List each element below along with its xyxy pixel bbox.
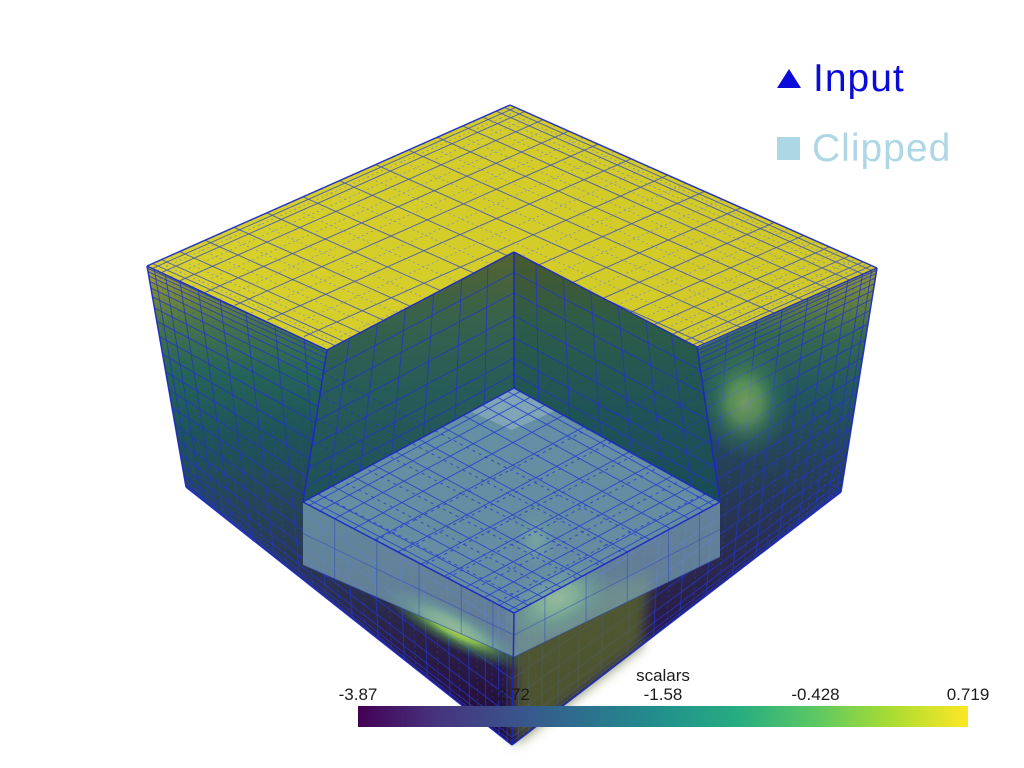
- legend-item-clipped: Clipped: [777, 124, 951, 172]
- notch-right-wall: [513, 252, 720, 502]
- legend: Input Clipped: [777, 54, 951, 194]
- scalar-bar-tick: -1.58: [643, 685, 683, 704]
- scalar-bar-tick: -0.428: [791, 685, 840, 704]
- legend-item-input: Input: [777, 54, 951, 102]
- scalar-bar-ticks: -3.87 -2.72 -1.58 -0.428 0.719: [339, 685, 990, 704]
- scalar-bar-gradient: [358, 706, 968, 727]
- square-marker-icon: [777, 136, 800, 160]
- clipped-box-side-faces: [302, 502, 721, 657]
- triangle-marker-icon: [777, 68, 801, 88]
- scalar-bar-tick: -3.87: [338, 685, 378, 704]
- scalar-bar-tick: -2.72: [491, 685, 530, 704]
- legend-label-clipped: Clipped: [812, 126, 952, 170]
- scalar-bar-tick: 0.719: [946, 685, 990, 704]
- mesh-edges: [146, 104, 878, 746]
- legend-label-input: Input: [813, 56, 905, 100]
- scalar-bar-title: scalars: [636, 666, 690, 685]
